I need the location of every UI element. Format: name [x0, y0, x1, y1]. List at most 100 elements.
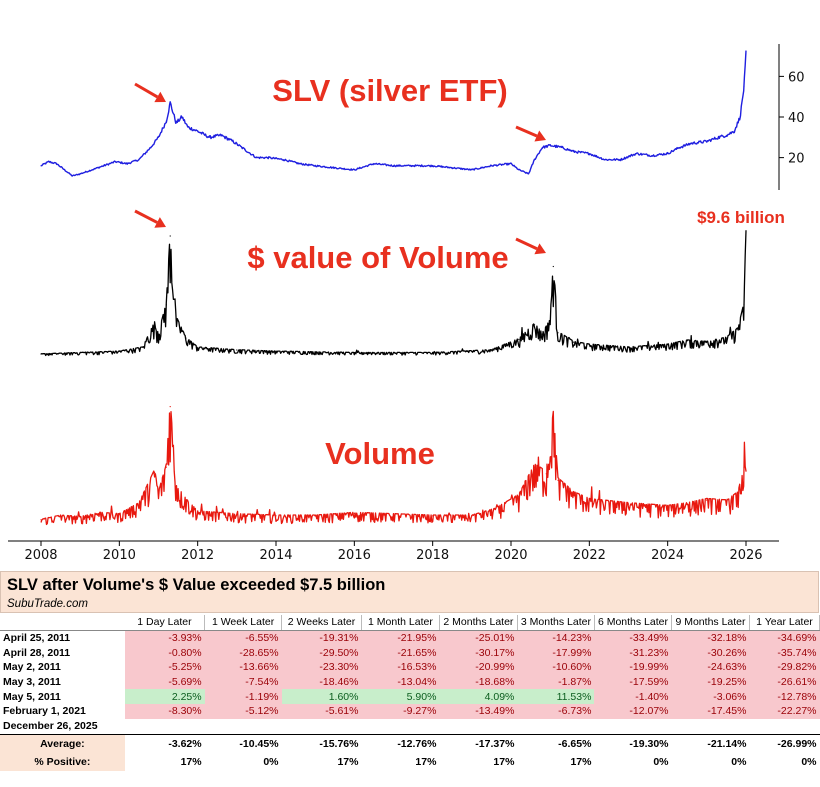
data-point [353, 352, 355, 354]
column-header: 1 Month Later [361, 615, 440, 631]
return-cell: -6.73% [517, 704, 595, 719]
data-point [745, 470, 747, 472]
row-date: May 3, 2011 [3, 676, 61, 689]
results-table: 1 Day Later 1 Week Later 2 Weeks Later 1 Mo… [0, 615, 820, 771]
data-point [79, 516, 81, 518]
data-point [706, 499, 708, 501]
table-row: May 3, 2011 -5.69% -7.54% -18.46% -13.04% -18… [0, 674, 820, 690]
return-cell: -29.50% [281, 645, 362, 661]
data-point [541, 146, 543, 149]
return-cell: -35.74% [749, 645, 820, 661]
slv-price-panel [40, 50, 747, 177]
data-point [743, 466, 745, 468]
data-point [432, 515, 434, 517]
data-point [103, 165, 105, 167]
data-point [275, 515, 277, 517]
return-cell: -19.25% [671, 674, 750, 690]
return-cell: -31.23% [594, 645, 672, 661]
return-cell: -21.65% [361, 645, 440, 661]
data-point [725, 134, 728, 136]
positive-value: 17% [180, 755, 202, 768]
data-point [154, 322, 156, 325]
return-cell: -29.82% [749, 660, 820, 675]
return-cell: -30.26% [671, 645, 750, 661]
return-cell: -14.23% [517, 630, 595, 646]
data-point [91, 169, 93, 171]
return-cell: -13.66% [204, 660, 282, 675]
column-header-row: 1 Day Later 1 Week Later 2 Weeks Later 1 Mo… [0, 615, 820, 631]
x-tick-label: 2022 [573, 548, 606, 560]
positive-value: 17% [493, 755, 515, 768]
data-point [737, 492, 739, 495]
data-point [510, 163, 512, 165]
data-point [533, 466, 536, 468]
row-date: December 26, 2025 [3, 720, 98, 733]
data-point [169, 235, 171, 237]
return-cell [672, 719, 750, 734]
table-row: April 25, 2011 -3.93% -6.55% -19.31% -21.95%… [0, 630, 820, 646]
return-cell: -1.40% [594, 689, 672, 705]
return-cell: -33.49% [594, 630, 672, 646]
data-point [667, 153, 669, 155]
data-point [557, 332, 559, 334]
x-tick-label: 2010 [103, 548, 136, 560]
data-point [197, 130, 199, 132]
row-date: February 1, 2021 [3, 705, 86, 718]
data-point [118, 514, 120, 516]
positive-value: 17% [570, 755, 592, 768]
return-cell: -13.04% [361, 674, 440, 690]
table-row: February 1, 2021 -8.30% -5.12% -5.61% -9.27%… [0, 704, 820, 719]
column-header: 6 Months Later [594, 615, 673, 631]
corner-cell [0, 615, 125, 631]
data-point [138, 159, 140, 161]
positive-value: 0% [731, 755, 747, 768]
return-cell: -17.99% [517, 645, 595, 661]
data-point [175, 486, 177, 488]
data-point [690, 142, 692, 144]
data-point [353, 169, 355, 171]
table-row: April 28, 2011 -0.80% -28.65% -29.50% -21.65… [0, 645, 820, 661]
average-value: -12.76% [361, 733, 440, 753]
data-point [518, 169, 520, 171]
data-point [275, 350, 277, 352]
data-point [138, 503, 140, 505]
volume-title: Volume [325, 436, 435, 471]
data-point [739, 116, 741, 118]
data-point [718, 136, 720, 138]
results-table-section: SLV after Volume's $ Value exceeded $7.5… [0, 571, 820, 787]
return-cell: -5.12% [204, 704, 282, 719]
data-point [220, 134, 222, 136]
data-point [573, 150, 575, 153]
data-point [745, 53, 747, 55]
data-point [48, 161, 50, 163]
data-point [185, 499, 187, 501]
positive-value: 0% [801, 755, 817, 768]
average-value: -15.76% [281, 733, 362, 753]
dollar-volume-title: $ value of Volume [247, 240, 508, 275]
return-cell: 5.90% [361, 689, 440, 705]
column-header: 1 Year Later [749, 615, 820, 631]
return-cell: -20.99% [439, 660, 518, 675]
data-point [545, 473, 547, 475]
data-point [373, 163, 375, 165]
data-point [197, 511, 199, 513]
x-tick-label: 2018 [416, 548, 449, 560]
data-point [40, 519, 42, 521]
average-value: -3.62% [124, 733, 205, 753]
data-point [99, 512, 101, 514]
y-tick-label: 60 [788, 70, 805, 85]
return-cell: -24.63% [671, 660, 750, 675]
return-cell: 2.25% [124, 689, 205, 705]
data-point [142, 346, 144, 348]
data-point [588, 499, 590, 501]
return-cell: -17.45% [671, 704, 750, 719]
return-cell: -12.78% [749, 689, 820, 705]
data-point [471, 515, 473, 517]
column-header: 9 Months Later [671, 615, 750, 631]
return-cell: -6.55% [204, 630, 282, 646]
data-point [165, 304, 167, 306]
y-tick-label: 40 [788, 111, 805, 126]
data-point [549, 320, 551, 322]
data-point [686, 503, 688, 505]
